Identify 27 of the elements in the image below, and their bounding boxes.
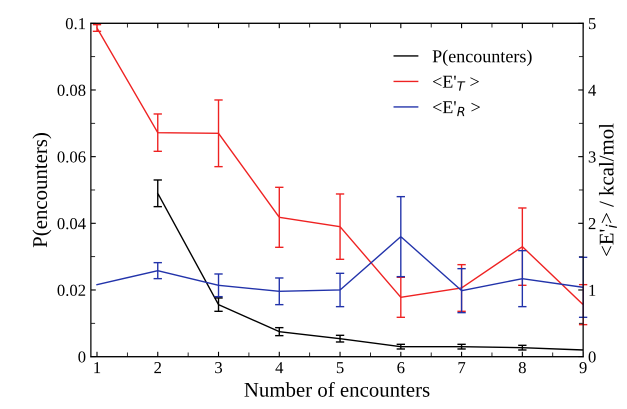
x-tick-label: 1 <box>94 362 100 374</box>
x-tick-label: 4 <box>275 362 284 374</box>
x-tick-label: 6 <box>397 362 404 374</box>
y2-tick-label: 0 <box>588 351 596 363</box>
x-tick-label: 5 <box>336 362 344 374</box>
y-tick-label: 0.1 <box>66 18 86 30</box>
legend-label: P(encounters) <box>432 50 532 66</box>
x-tick-label: 7 <box>458 362 466 374</box>
y2-tick-label: 4 <box>588 84 596 96</box>
y2-tick-label: 2 <box>588 218 596 230</box>
x-tick-label: 8 <box>518 362 526 374</box>
y-tick-label: 0 <box>78 351 86 363</box>
x-tick-label: 2 <box>154 362 162 374</box>
x-axis-title: Number of encounters <box>244 382 430 397</box>
y-tick-label: 0.04 <box>58 218 86 230</box>
y-tick-label: 0.08 <box>58 84 86 96</box>
y2-axis-title: <E'$_{i}$> / kcal/mol <box>598 123 617 256</box>
x-tick-label: 3 <box>215 362 222 374</box>
y2-tick-label: 1 <box>589 284 596 296</box>
y-axis-title: P(encounters) <box>32 133 52 248</box>
y-tick-label: 0.06 <box>58 151 86 163</box>
x-tick-label: 9 <box>579 362 587 374</box>
legend-label: <E'$_{T}$ > <box>433 76 479 91</box>
y2-tick-label: 5 <box>588 18 596 30</box>
legend-label: <E'$_{R}$ > <box>433 101 480 116</box>
y-tick-label: 0.02 <box>58 284 86 296</box>
y2-tick-label: 3 <box>588 151 596 163</box>
